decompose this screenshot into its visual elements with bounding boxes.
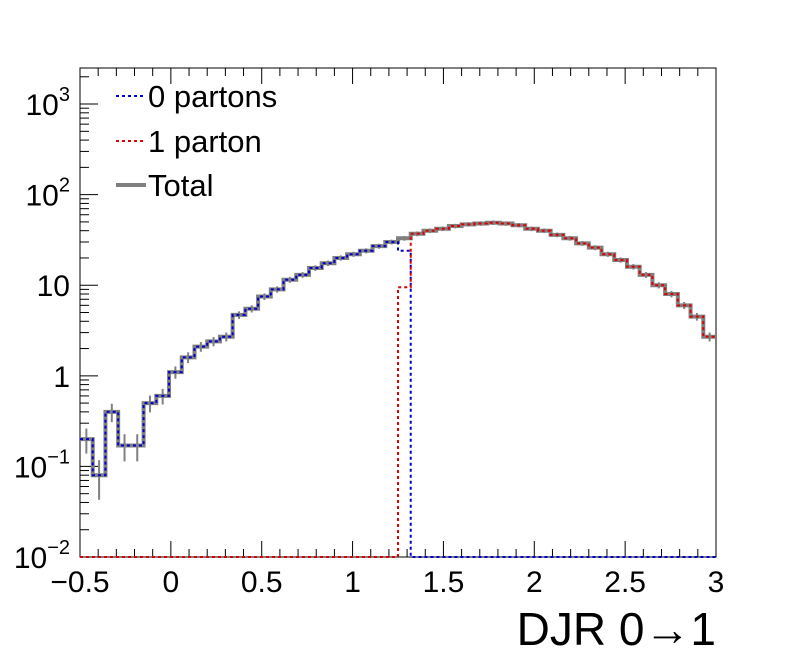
x-axis-title: DJR 0→1 [517,603,716,655]
series-1-parton-line [80,221,716,558]
x-tick-label: 0.5 [241,566,283,599]
y-axis-tick-labels: 10−2 10−1 1 10 102 103 [14,84,70,575]
legend-entry-1-parton-label: 1 parton [148,124,262,159]
histogram-series [80,220,716,558]
y-tick-label: 1 [53,361,70,394]
y-tick-label: 10−2 [14,537,70,575]
x-tick-label: 3 [708,566,725,599]
y-axis-ticks [80,76,98,558]
legend-entry-0-partons-label: 0 partons [148,79,277,114]
x-tick-label: 2 [526,566,543,599]
y-tick-label: 102 [26,175,71,213]
series-0-partons-line [80,241,716,558]
legend: 0 partons 1 parton Total [116,79,277,203]
x-tick-label: 0 [163,566,180,599]
y-tick-label: 10 [37,270,70,303]
y-tick-label: 10−1 [14,446,70,484]
y-tick-label: 103 [26,84,71,122]
x-tick-label: −0.5 [50,566,109,599]
legend-entry-total-label: Total [148,168,213,203]
x-tick-label: 1 [344,566,361,599]
x-tick-label: 1.5 [423,566,465,599]
x-axis-tick-labels: −0.5 0 0.5 1 1.5 2 2.5 3 [50,566,724,599]
x-tick-label: 2.5 [604,566,646,599]
x-axis-ticks [79,68,717,557]
